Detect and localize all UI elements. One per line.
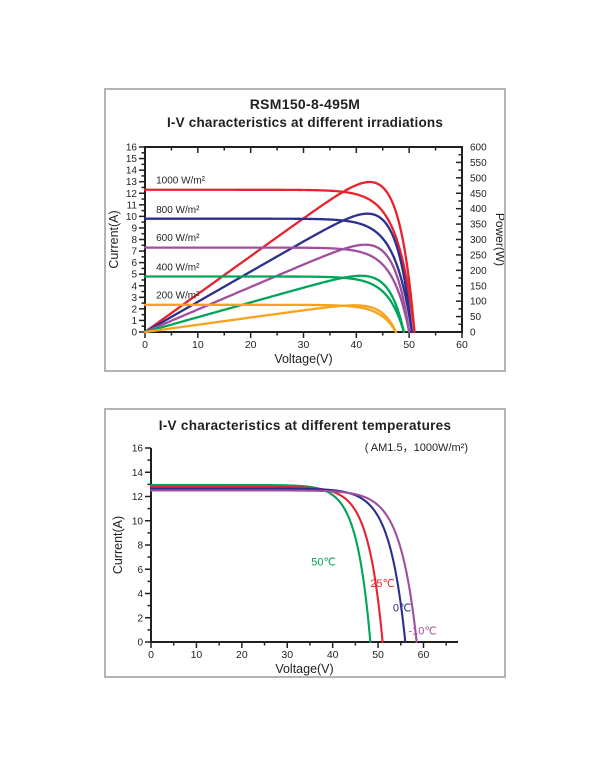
iv-curve: [143, 275, 406, 334]
x-tick-label: 0: [142, 339, 148, 351]
power-axis-title: Power(W): [493, 213, 504, 266]
current-axis-title: Current(A): [111, 516, 125, 574]
x-tick-label: 20: [245, 339, 257, 351]
iv-curve: [143, 217, 413, 334]
x-tick-label: 60: [418, 649, 430, 661]
y-tick-label: 11: [127, 200, 138, 211]
current-axis-title: Current(A): [107, 210, 121, 268]
series-label: 1000 W/m²: [156, 175, 206, 186]
y-tick-label: 14: [126, 166, 138, 177]
x-tick-label: 30: [298, 339, 310, 351]
pv-curve: [143, 304, 398, 334]
y-tick-label: 13: [126, 177, 138, 188]
y2-tick-label: 100: [470, 297, 487, 308]
y-tick-label: 3: [131, 293, 137, 304]
series-50: 50℃: [149, 483, 372, 644]
series-200wm: 200 W/m²: [143, 290, 398, 334]
iv-temperature-plot: 0 10 20 30 40 50 60 0 2 4 6 8 10 12 14 16 Voltage(V) Curr…: [111, 444, 458, 676]
iv-curve: [143, 246, 411, 334]
y2-tick-label: 200: [470, 266, 487, 277]
iv-curve: [143, 188, 416, 334]
voltage-axis-title: Voltage(V): [274, 352, 332, 366]
y2-tick-label: 300: [470, 235, 487, 246]
y-tick-label: 14: [132, 468, 144, 479]
y-tick-label: 12: [126, 189, 138, 200]
y-tick-label: 1: [131, 316, 137, 327]
y-tick-label: 12: [132, 492, 144, 503]
x-tick-label: 10: [192, 339, 204, 351]
series-label: 800 W/m²: [156, 205, 200, 216]
series-400wm: 400 W/m²: [143, 263, 406, 334]
series-800wm: 800 W/m²: [143, 205, 413, 334]
y-tick-label: 8: [131, 235, 137, 246]
module-model-title: RSM150-8-495M: [249, 96, 361, 112]
y2-tick-label: 350: [470, 220, 487, 231]
iv-curve: [149, 487, 407, 644]
iv-curve: [149, 489, 418, 644]
y2-tick-label: 250: [470, 250, 487, 261]
x-tick-label: 0: [148, 649, 154, 661]
series-1000wm: 1000 W/m²: [143, 175, 416, 334]
y-tick-label: 6: [131, 258, 137, 269]
y-tick-label: 0: [131, 328, 137, 339]
irradiation-chart-title: I-V characteristics at different irradia…: [166, 115, 444, 130]
test-conditions-label: ( AM1.5，1000W/m²): [364, 442, 468, 454]
y-tick-label: 10: [126, 212, 138, 223]
x-tick-label: 30: [281, 649, 293, 661]
temperature-chart-title: I-V characteristics at different tempera…: [158, 418, 452, 433]
y-tick-label: 0: [137, 638, 143, 649]
series-label: 50℃: [311, 557, 336, 569]
x-tick-label: 40: [327, 649, 339, 661]
y2-tick-label: 150: [470, 281, 487, 292]
y2-tick-label: 500: [470, 173, 487, 184]
pv-curve: [143, 243, 411, 334]
y2-tick-label: 50: [470, 312, 482, 323]
pv-curve: [143, 274, 406, 334]
voltage-axis-title: Voltage(V): [275, 662, 333, 676]
y-tick-label: 4: [131, 281, 137, 292]
iv-curve: [143, 303, 398, 334]
y-tick-label: 7: [131, 247, 137, 258]
y2-tick-label: 450: [470, 189, 487, 200]
y-tick-label: 2: [137, 613, 143, 624]
y-tick-label: 6: [137, 565, 143, 576]
x-tick-label: 50: [403, 339, 415, 351]
x-tick-label: 40: [350, 339, 362, 351]
iv-curve: [149, 483, 372, 644]
x-tick-label: 50: [372, 649, 384, 661]
series-label: 200 W/m²: [156, 290, 200, 301]
y-tick-label: 15: [126, 154, 138, 165]
pv-curve: [143, 180, 416, 334]
series--10: -10℃: [149, 489, 437, 644]
temperature-chart-panel: 0 10 20 30 40 50 60 0 2 4 6 8 10 12 14 16 Voltage(V) Curr…: [104, 408, 506, 678]
series-label: 25℃: [370, 578, 395, 590]
x-tick-label: 10: [191, 649, 203, 661]
y-tick-label: 10: [132, 516, 144, 527]
y2-tick-label: 600: [470, 143, 487, 154]
series-label: 0℃: [393, 603, 411, 615]
pv-curve: [143, 212, 413, 334]
y2-tick-label: 550: [470, 158, 487, 169]
x-tick-label: 20: [236, 649, 248, 661]
y2-tick-label: 0: [470, 328, 476, 339]
y2-tick-label: 400: [470, 204, 487, 215]
y-tick-label: 16: [132, 444, 144, 455]
y-tick-label: 2: [131, 304, 137, 315]
y-tick-label: 9: [131, 223, 137, 234]
y-tick-label: 16: [126, 143, 138, 154]
x-tick-label: 60: [456, 339, 468, 351]
y-tick-label: 8: [137, 541, 143, 552]
irradiation-chart-panel: 0 10 20 30 40 50 60 0 1 2 3 4 5 6 7 8 9 10 11 12 13 14 15 16 0 50…: [104, 88, 506, 372]
series-label: -10℃: [408, 626, 436, 638]
y-tick-label: 4: [137, 589, 143, 600]
series-0: 0℃: [149, 487, 411, 644]
iv-irradiation-plot: 0 10 20 30 40 50 60012345678910111213141516050…: [107, 143, 504, 367]
series-25: 25℃: [149, 485, 395, 644]
y-tick-label: 5: [131, 270, 137, 281]
series-label: 600 W/m²: [156, 233, 200, 244]
series-label: 400 W/m²: [156, 263, 200, 274]
iv-curve: [149, 485, 384, 644]
